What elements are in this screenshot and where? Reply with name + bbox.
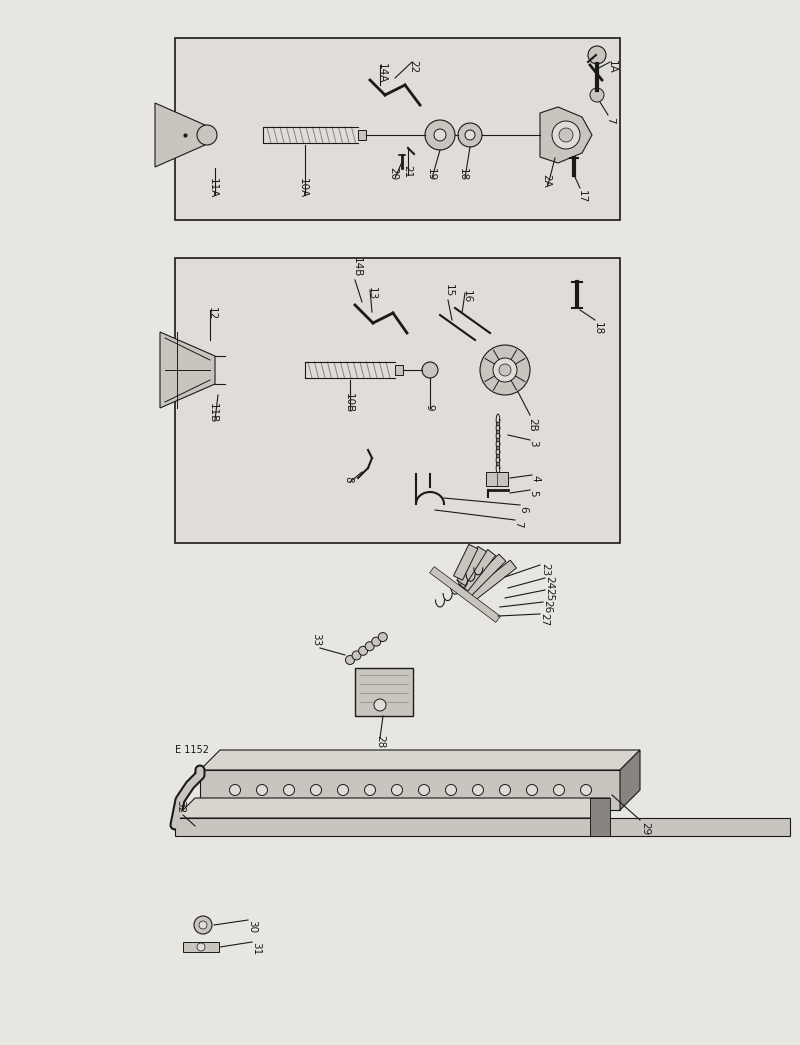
Circle shape: [283, 785, 294, 795]
Circle shape: [230, 785, 241, 795]
Circle shape: [499, 364, 511, 376]
Circle shape: [446, 785, 457, 795]
Circle shape: [197, 125, 217, 145]
Circle shape: [346, 655, 354, 665]
Text: 5: 5: [528, 490, 538, 496]
Text: 11B: 11B: [208, 402, 218, 423]
Polygon shape: [460, 550, 496, 591]
Bar: [395, 365, 403, 375]
Text: 30: 30: [247, 920, 257, 933]
Circle shape: [434, 129, 446, 141]
Circle shape: [257, 785, 267, 795]
Text: 10A: 10A: [298, 178, 308, 198]
Circle shape: [590, 88, 604, 102]
Text: 10B: 10B: [344, 393, 354, 413]
Text: E 1152: E 1152: [175, 745, 209, 754]
Text: 18: 18: [593, 322, 603, 335]
Bar: [590, 798, 610, 836]
Text: 29: 29: [640, 822, 650, 835]
Polygon shape: [454, 544, 478, 580]
Polygon shape: [200, 770, 620, 810]
Text: 33: 33: [311, 633, 321, 646]
Circle shape: [372, 637, 381, 646]
Text: 23: 23: [540, 563, 550, 576]
Text: 8: 8: [343, 477, 353, 483]
Polygon shape: [160, 332, 215, 408]
Text: 26: 26: [542, 600, 552, 613]
Text: 9: 9: [424, 404, 434, 411]
Circle shape: [473, 785, 483, 795]
Polygon shape: [467, 560, 517, 602]
Polygon shape: [620, 750, 640, 810]
Text: 18: 18: [458, 168, 468, 181]
Circle shape: [458, 123, 482, 147]
Text: 2A: 2A: [541, 175, 551, 188]
Circle shape: [480, 345, 530, 395]
Text: 24: 24: [544, 576, 554, 589]
Text: 32: 32: [175, 799, 185, 813]
Bar: [358, 130, 366, 140]
Text: 16: 16: [462, 291, 472, 303]
Text: 31: 31: [251, 942, 261, 955]
Bar: [355, 668, 413, 716]
Circle shape: [493, 358, 517, 382]
Bar: [175, 258, 620, 543]
Circle shape: [352, 651, 361, 659]
Circle shape: [559, 127, 573, 142]
Circle shape: [365, 642, 374, 651]
Text: 6: 6: [518, 506, 528, 513]
Text: 21: 21: [402, 165, 412, 178]
Text: 7: 7: [513, 521, 523, 528]
Bar: [175, 818, 790, 836]
Text: 2B: 2B: [527, 418, 537, 432]
Text: 20: 20: [388, 167, 398, 180]
Circle shape: [552, 121, 580, 149]
Circle shape: [310, 785, 322, 795]
Circle shape: [199, 921, 207, 929]
Circle shape: [499, 785, 510, 795]
Polygon shape: [540, 107, 592, 163]
Circle shape: [194, 916, 212, 934]
Circle shape: [391, 785, 402, 795]
Text: 25: 25: [544, 588, 554, 601]
Circle shape: [365, 785, 375, 795]
Text: 19: 19: [426, 168, 436, 181]
Circle shape: [581, 785, 591, 795]
Text: 22: 22: [408, 60, 418, 73]
Circle shape: [425, 120, 455, 150]
Text: 7: 7: [605, 117, 615, 123]
Bar: [175, 38, 620, 220]
Text: 1A: 1A: [607, 60, 617, 74]
Text: 13: 13: [367, 287, 377, 300]
Circle shape: [465, 130, 475, 140]
Bar: [486, 472, 508, 486]
Polygon shape: [200, 750, 640, 770]
Circle shape: [526, 785, 538, 795]
Polygon shape: [155, 103, 205, 167]
Text: 3: 3: [528, 440, 538, 446]
Polygon shape: [463, 554, 506, 597]
Circle shape: [588, 46, 606, 64]
Text: 4: 4: [530, 475, 540, 482]
Bar: [183, 942, 219, 952]
Polygon shape: [457, 547, 486, 585]
Text: 28: 28: [375, 736, 385, 748]
Text: 11A: 11A: [208, 178, 218, 198]
Circle shape: [374, 699, 386, 711]
Circle shape: [358, 646, 368, 655]
Text: 14A: 14A: [377, 63, 387, 84]
Circle shape: [418, 785, 430, 795]
Text: 17: 17: [577, 190, 587, 203]
Text: 12: 12: [207, 307, 217, 320]
Circle shape: [378, 632, 387, 642]
Text: 15: 15: [444, 284, 454, 297]
Circle shape: [338, 785, 349, 795]
Circle shape: [422, 362, 438, 378]
Text: 14B: 14B: [352, 257, 362, 277]
Circle shape: [554, 785, 565, 795]
Polygon shape: [175, 798, 610, 818]
Text: 27: 27: [539, 613, 549, 626]
Circle shape: [197, 943, 205, 951]
